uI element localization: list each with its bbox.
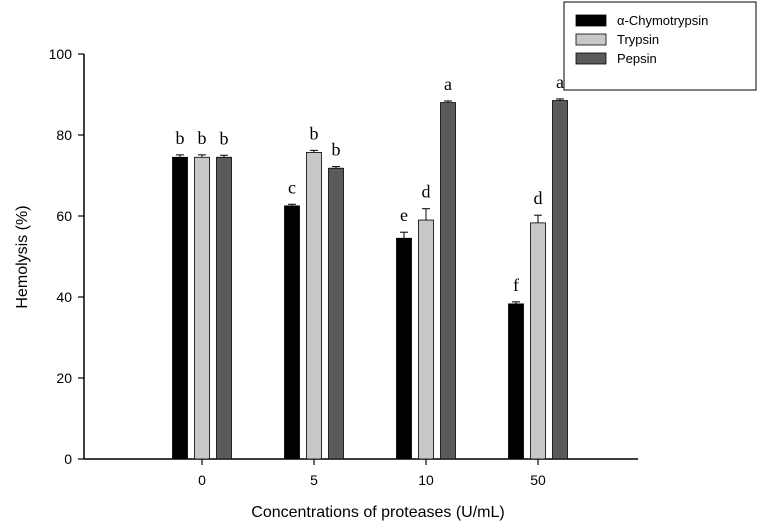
legend-swatch	[575, 33, 607, 46]
y-tick-label: 0	[64, 451, 72, 467]
bar	[530, 222, 546, 460]
x-tick-label: 0	[198, 472, 206, 488]
significance-label: e	[400, 205, 408, 225]
legend-label: Trypsin	[617, 32, 659, 47]
bar	[396, 237, 412, 460]
y-tick-label: 40	[56, 289, 72, 305]
bar	[194, 156, 210, 460]
significance-label: b	[310, 123, 319, 143]
bar	[172, 156, 188, 460]
x-axis-title: Concentrations of proteases (U/mL)	[251, 504, 504, 521]
legend-label: α-Chymotrypsin	[617, 13, 708, 28]
y-tick-label: 20	[56, 370, 72, 386]
y-tick-label: 80	[56, 127, 72, 143]
bar	[284, 205, 300, 460]
significance-label: a	[444, 74, 452, 94]
significance-label: b	[220, 128, 229, 148]
significance-label: a	[556, 72, 564, 92]
bar	[508, 303, 524, 460]
legend-swatch	[575, 14, 607, 27]
x-tick-label: 50	[530, 472, 546, 488]
bar	[328, 167, 344, 460]
bar	[418, 219, 434, 460]
significance-label: d	[534, 188, 543, 208]
bar	[216, 156, 232, 460]
bar	[552, 100, 568, 460]
significance-label: b	[332, 140, 341, 160]
bar	[306, 152, 322, 460]
significance-label: d	[422, 182, 431, 202]
legend-label: Pepsin	[617, 51, 657, 66]
significance-label: c	[288, 177, 296, 197]
legend: α-Chymotrypsin Trypsin Pepsin	[563, 1, 757, 91]
y-tick-label: 100	[49, 46, 73, 62]
x-tick-label: 5	[310, 472, 318, 488]
legend-swatch	[575, 52, 607, 65]
y-axis-title: Hemolysis (%)	[14, 205, 31, 308]
significance-label: b	[198, 128, 207, 148]
significance-label: f	[513, 275, 519, 295]
bar	[440, 102, 456, 460]
y-tick-label: 60	[56, 208, 72, 224]
significance-label: b	[176, 128, 185, 148]
x-tick-label: 10	[418, 472, 434, 488]
